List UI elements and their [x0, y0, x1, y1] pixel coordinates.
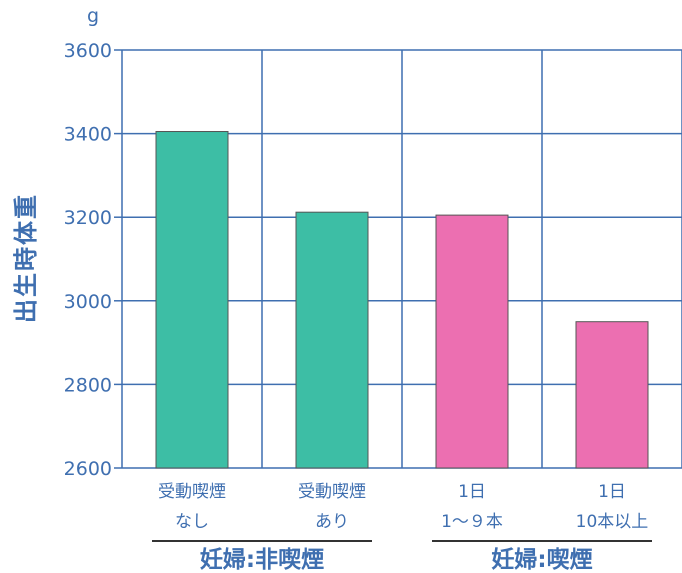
group-label: 妊婦:非喫煙	[200, 546, 324, 573]
y-axis-label: 出生時体重	[12, 193, 40, 323]
y-tick-label: 2800	[64, 374, 112, 396]
bar-layer	[155, 131, 649, 469]
y-tick-label: 3000	[64, 291, 112, 313]
category-label-line1: 受動喫煙	[298, 482, 366, 502]
category-label-line2: 10本以上	[576, 512, 649, 532]
bar-3	[435, 214, 509, 469]
category-label-line1: 1日	[598, 482, 626, 502]
category-label-line2: なし	[175, 512, 209, 532]
category-label-line2: あり	[315, 512, 349, 532]
y-tick-labels: 2600 2800 3000 3200 3400 3600	[64, 40, 112, 480]
y-tick-label: 2600	[64, 458, 112, 480]
category-label-line2: 1～９本	[441, 512, 503, 532]
group-labels: 妊婦:非喫煙 妊婦:喫煙	[152, 540, 652, 573]
y-tick-label: 3400	[64, 124, 112, 146]
y-tick-label: 3200	[64, 207, 112, 229]
y-tick-label: 3600	[64, 40, 112, 62]
bar-1	[155, 131, 229, 469]
y-unit-label: g	[87, 5, 99, 27]
category-label-line1: 1日	[458, 482, 486, 502]
group-label: 妊婦:喫煙	[491, 546, 592, 573]
category-label-line1: 受動喫煙	[158, 482, 226, 502]
bar-4	[575, 321, 649, 469]
bar-2	[295, 211, 369, 469]
